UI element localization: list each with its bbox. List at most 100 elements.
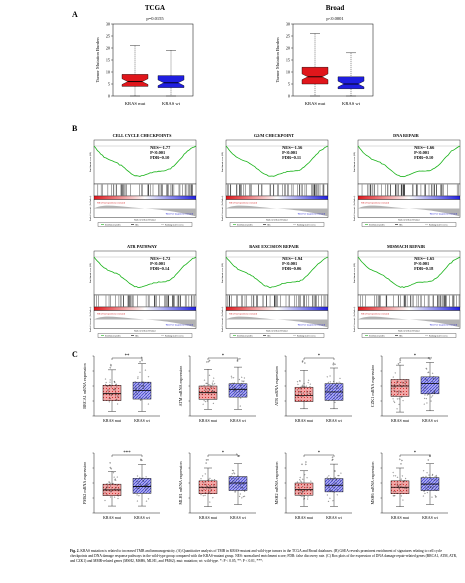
neg-corr-label: 'KRAS-wt' (negatively correlated) <box>430 324 458 327</box>
data-point <box>210 384 212 386</box>
outlier-point <box>109 466 112 469</box>
data-point <box>398 398 400 400</box>
data-point <box>332 485 334 487</box>
data-point <box>435 389 437 391</box>
data-point <box>236 391 238 393</box>
data-point <box>303 387 305 389</box>
data-point <box>405 487 407 489</box>
data-point <box>423 387 425 389</box>
pos-corr-label: 'KRAS-mut' (positively correlated) <box>97 313 125 316</box>
data-point <box>332 491 334 493</box>
data-point <box>396 408 398 410</box>
data-point <box>301 493 303 495</box>
data-point <box>144 369 146 371</box>
data-point <box>109 483 111 485</box>
panel-label-c: C <box>72 350 78 359</box>
data-point <box>108 385 110 387</box>
data-point <box>232 486 235 488</box>
data-point <box>238 391 240 393</box>
data-point <box>205 389 207 391</box>
data-point <box>107 389 109 391</box>
data-point <box>115 399 117 401</box>
data-point <box>241 394 243 396</box>
data-point <box>232 382 234 384</box>
data-point <box>335 479 337 481</box>
data-point <box>202 475 204 477</box>
data-point <box>241 382 243 385</box>
data-point <box>429 481 431 483</box>
data-point <box>116 393 118 395</box>
nes-label: NES=-1.65 <box>414 256 435 261</box>
data-point <box>426 483 428 485</box>
data-point <box>392 376 394 378</box>
data-point <box>232 386 234 388</box>
data-point <box>398 486 400 488</box>
data-point <box>211 479 213 481</box>
p-label: P<0.001 <box>150 150 165 155</box>
data-point <box>146 486 148 488</box>
data-point <box>334 470 336 472</box>
data-point <box>242 381 244 383</box>
data-point <box>234 393 236 395</box>
data-point <box>397 380 399 382</box>
legend-label: Hits <box>399 335 403 337</box>
data-point <box>114 484 116 486</box>
data-point <box>212 384 214 386</box>
data-point <box>240 397 242 399</box>
data-point <box>431 478 433 480</box>
data-point <box>404 480 406 482</box>
data-point <box>403 487 405 489</box>
data-point <box>143 386 145 388</box>
p-label: P<0.001 <box>150 261 165 266</box>
data-point <box>425 398 427 400</box>
tmb-boxplot-0: TCGA p=0.0155 Tumor Mutation Burden 0 5 10 15 2… <box>95 4 194 106</box>
rank-x-label: Rank in Ordered Dataset <box>398 220 420 222</box>
expression-boxplot-2: ATR mRNA expression KRAS mut KRAS wt * <box>274 354 352 423</box>
data-point <box>144 486 146 489</box>
data-point <box>238 378 240 381</box>
y-tick-label: 25 <box>106 34 110 39</box>
data-point <box>200 391 203 393</box>
data-point <box>109 491 111 493</box>
data-point <box>137 390 140 392</box>
y-axis-label: PMS2 mRNA expression <box>82 461 87 504</box>
data-point <box>209 493 211 495</box>
data-point <box>401 381 403 383</box>
data-point <box>301 386 303 388</box>
data-point <box>233 377 235 379</box>
data-point <box>147 381 149 384</box>
data-point <box>115 392 117 394</box>
data-point <box>109 394 111 396</box>
enrichment-curve <box>93 145 197 177</box>
data-point <box>393 490 395 493</box>
data-point <box>435 474 437 477</box>
data-point <box>308 379 310 381</box>
data-point <box>204 494 206 496</box>
data-point <box>210 386 212 389</box>
iqr-box <box>132 478 152 494</box>
data-point <box>134 388 136 390</box>
data-point <box>243 380 245 382</box>
significance-mark: ** <box>125 354 130 359</box>
data-point <box>336 489 338 491</box>
data-point <box>209 501 211 503</box>
data-point <box>434 475 436 478</box>
data-point <box>115 383 117 386</box>
group-label: KRAS mut <box>391 515 410 520</box>
outlier-point <box>397 363 400 365</box>
chart-title: Broad <box>326 4 345 12</box>
data-point <box>114 479 116 481</box>
data-point <box>135 485 138 487</box>
notched-box <box>301 67 329 85</box>
data-point <box>234 389 237 391</box>
data-point <box>327 500 330 502</box>
y-axis-label: CZK1 mRNA expression <box>370 364 375 407</box>
data-point <box>424 492 426 494</box>
significance-bracket <box>399 357 431 360</box>
outlier-point <box>236 453 238 455</box>
data-point <box>393 384 396 386</box>
data-point <box>299 380 301 382</box>
data-point <box>203 483 206 486</box>
data-point <box>106 483 108 485</box>
data-point <box>398 391 400 393</box>
